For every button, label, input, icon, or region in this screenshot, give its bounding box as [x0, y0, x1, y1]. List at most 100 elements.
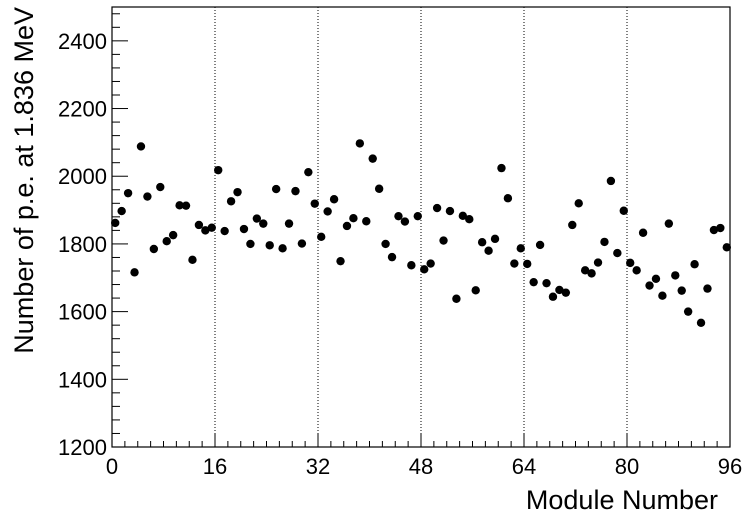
data-point-1	[117, 206, 126, 216]
data-point-15	[207, 223, 216, 232]
data-point-87	[671, 271, 680, 280]
data-point-35	[336, 256, 345, 266]
data-point-58	[484, 246, 493, 255]
data-point-85	[658, 291, 667, 300]
data-point-28	[291, 186, 300, 196]
data-point-12	[188, 255, 197, 265]
data-point-60	[497, 163, 506, 173]
data-point-69	[555, 285, 564, 295]
data-point-26	[278, 244, 287, 253]
x-tick-label-32: 32	[306, 454, 330, 479]
y-tick-label-1400: 1400	[58, 367, 107, 392]
data-point-54	[458, 211, 468, 221]
data-point-75	[593, 258, 603, 267]
y-tick-label-2000: 2000	[58, 164, 107, 189]
data-point-31	[310, 199, 319, 208]
data-point-78	[613, 248, 622, 258]
y-tick-label-2200: 2200	[58, 97, 107, 122]
vertical-gridlines	[214, 7, 628, 447]
data-point-89	[683, 307, 693, 316]
data-point-33	[323, 207, 332, 216]
data-point-48	[420, 265, 429, 274]
data-point-14	[201, 226, 210, 235]
data-point-38	[355, 139, 365, 148]
data-point-62	[510, 259, 519, 268]
y-tick-label-2400: 2400	[58, 29, 107, 54]
y-tick-label-1200: 1200	[58, 435, 107, 460]
data-point-40	[368, 154, 377, 163]
x-tick-label-16: 16	[203, 454, 227, 479]
data-point-71	[568, 220, 577, 230]
data-point-45	[400, 217, 410, 226]
data-point-39	[362, 217, 371, 226]
data-point-24	[265, 241, 274, 250]
y-tick-labels: 1200 1400 1600 1800 2000 2200 2400	[58, 29, 107, 460]
data-point-46	[407, 261, 416, 270]
data-point-21	[246, 239, 255, 249]
data-point-0	[111, 218, 120, 228]
data-point-4	[136, 142, 146, 151]
data-point-55	[465, 215, 474, 224]
data-point-59	[490, 234, 500, 244]
data-point-66	[535, 240, 545, 250]
data-point-7	[156, 182, 165, 192]
data-point-82	[638, 228, 648, 237]
data-point-30	[304, 167, 313, 177]
data-point-81	[632, 266, 641, 275]
data-point-8	[162, 237, 171, 246]
x-tick-label-80: 80	[615, 454, 639, 479]
data-point-18	[226, 197, 236, 206]
x-tick-label-64: 64	[512, 454, 536, 479]
data-point-17	[220, 226, 229, 236]
data-point-19	[233, 187, 242, 197]
data-point-2	[123, 188, 133, 198]
data-point-90	[690, 260, 699, 269]
data-point-79	[619, 206, 628, 215]
data-point-74	[587, 269, 596, 278]
data-point-44	[394, 211, 403, 221]
data-point-72	[574, 199, 583, 208]
data-point-23	[259, 219, 268, 228]
data-point-49	[426, 259, 435, 268]
data-point-94	[716, 223, 725, 233]
data-point-37	[349, 214, 358, 223]
y-axis-title: Number of p.e. at 1.836 MeV	[9, 7, 39, 354]
data-point-25	[271, 184, 281, 194]
data-point-34	[329, 195, 339, 204]
data-point-10	[175, 201, 184, 210]
data-point-22	[252, 214, 262, 223]
data-point-47	[413, 211, 422, 221]
data-point-88	[677, 286, 686, 295]
data-point-27	[284, 219, 294, 228]
data-points	[111, 139, 731, 327]
data-point-5	[143, 192, 152, 201]
plot-frame	[111, 6, 731, 448]
data-point-56	[471, 286, 480, 295]
x-tick-label-48: 48	[409, 454, 433, 479]
data-point-93	[709, 225, 719, 235]
data-point-95	[722, 243, 731, 252]
data-point-52	[445, 206, 455, 216]
data-point-92	[703, 284, 712, 293]
data-point-16	[214, 165, 223, 175]
data-point-32	[317, 232, 326, 242]
data-point-50	[432, 203, 442, 213]
data-point-43	[387, 252, 397, 262]
y-tick-label-1600: 1600	[58, 300, 107, 325]
data-point-77	[606, 176, 616, 186]
data-point-68	[548, 292, 558, 301]
data-point-42	[381, 239, 390, 249]
data-point-83	[645, 281, 654, 290]
data-point-13	[194, 220, 204, 230]
data-point-9	[168, 230, 178, 240]
data-point-36	[342, 221, 352, 231]
data-point-41	[374, 184, 384, 193]
data-point-53	[452, 294, 461, 303]
data-point-20	[239, 224, 249, 234]
data-point-65	[529, 277, 538, 287]
x-tick-labels: 0 16 32 48 64 80 96	[106, 454, 742, 479]
data-point-91	[696, 318, 706, 327]
data-point-67	[542, 278, 551, 288]
x-tick-label-0: 0	[106, 454, 118, 479]
data-point-70	[561, 288, 571, 297]
